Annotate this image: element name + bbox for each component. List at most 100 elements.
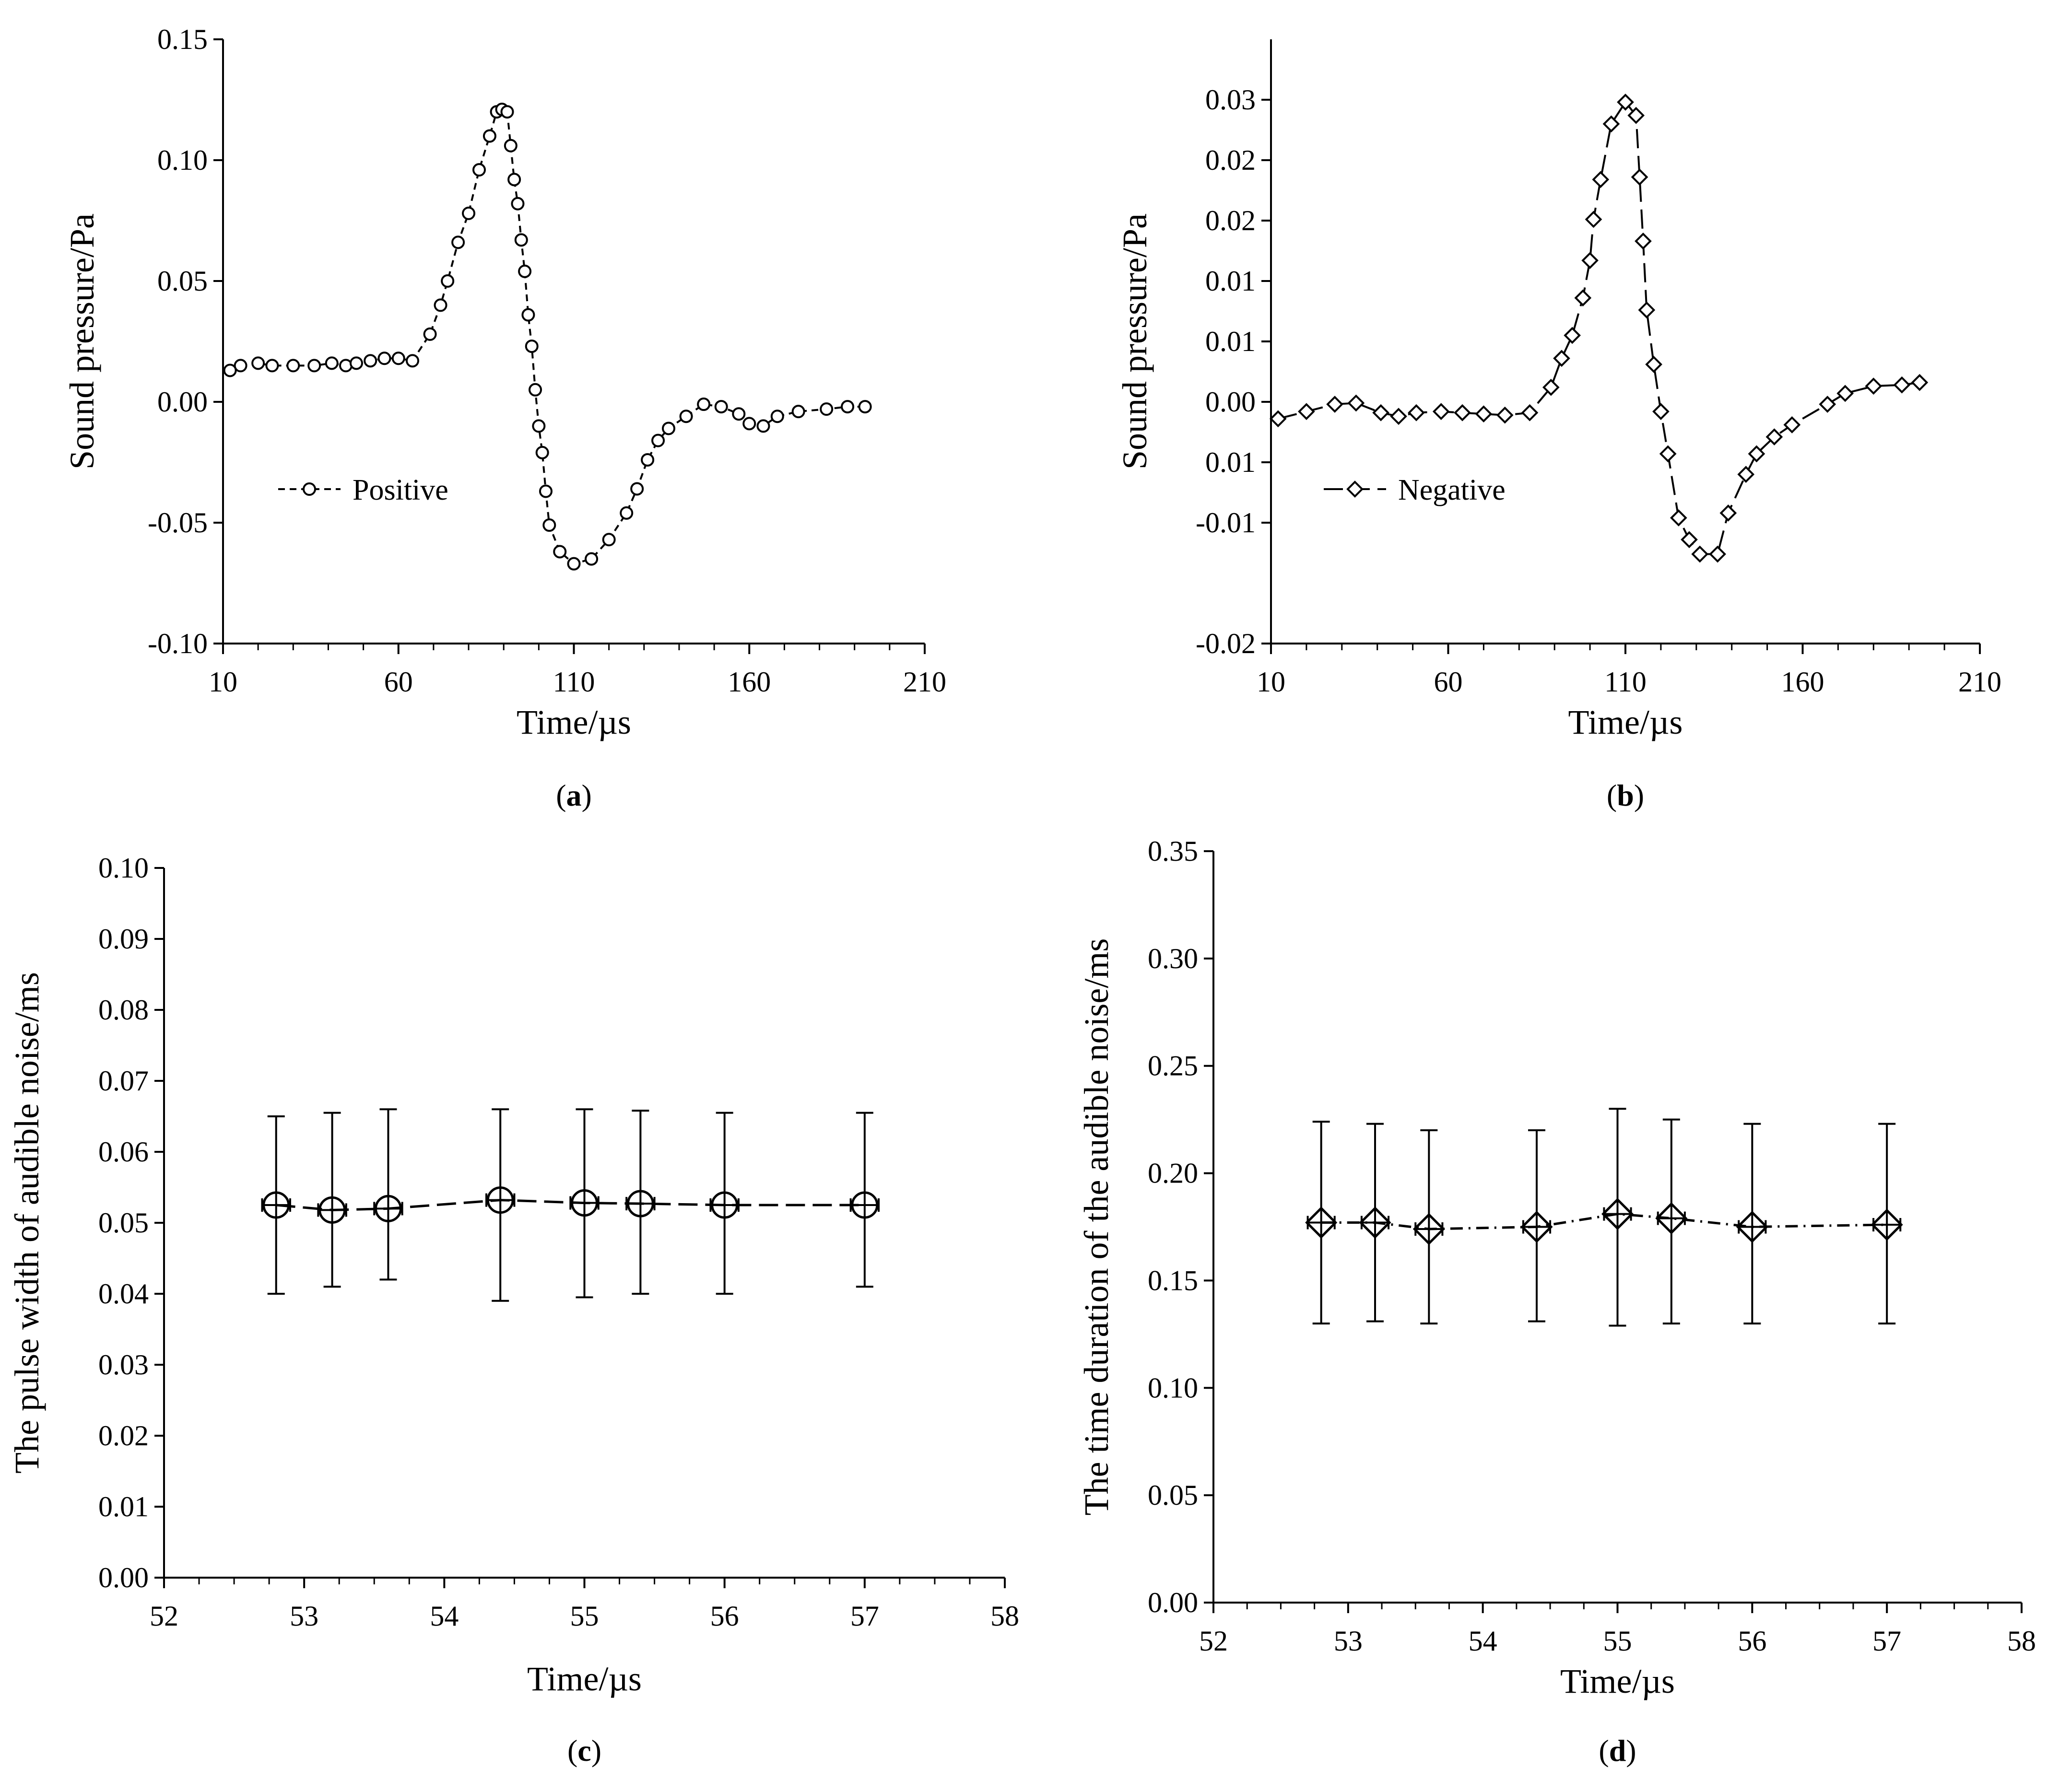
panel-label-letter: c xyxy=(577,1733,591,1768)
data-point xyxy=(1521,404,1539,422)
data-point xyxy=(1691,545,1709,563)
data-point xyxy=(1645,356,1662,373)
data-point xyxy=(511,197,525,211)
x-tick-label: 10 xyxy=(209,666,237,698)
y-tick-label: 0.00 xyxy=(1205,386,1256,418)
data-point xyxy=(626,1190,654,1218)
data-point xyxy=(1326,396,1343,413)
y-tick-label: 0.15 xyxy=(1148,1265,1198,1296)
y-tick-label: 0.08 xyxy=(98,994,149,1026)
data-point xyxy=(1432,403,1450,420)
x-tick-label: 58 xyxy=(990,1600,1019,1632)
data-point xyxy=(1737,466,1755,483)
data-point xyxy=(486,1186,514,1214)
data-point xyxy=(1655,1202,1688,1235)
data-point xyxy=(1670,509,1687,527)
data-point xyxy=(521,308,535,322)
data-point xyxy=(325,356,339,370)
data-point xyxy=(1574,289,1592,307)
y-tick-label: 0.35 xyxy=(1148,835,1198,867)
x-tick-label: 54 xyxy=(1469,1625,1497,1657)
data-point xyxy=(532,419,546,433)
panel-label-close: ) xyxy=(1634,778,1644,812)
data-point xyxy=(1836,385,1854,402)
data-point xyxy=(1748,445,1765,463)
x-tick-label: 210 xyxy=(903,666,946,698)
x-axis-title: Time/µs xyxy=(1568,703,1683,741)
y-tick-label: 0.01 xyxy=(1205,265,1256,297)
x-tick-label: 10 xyxy=(1257,666,1285,698)
panel-label-close: ) xyxy=(591,1733,601,1768)
y-tick-label: 0.15 xyxy=(157,23,208,55)
y-tick-label: 0.01 xyxy=(1205,326,1256,357)
data-point xyxy=(504,139,518,152)
x-tick-label: 210 xyxy=(1958,666,2001,698)
data-point xyxy=(423,327,437,341)
data-point xyxy=(732,407,746,421)
panel-label-open: ( xyxy=(1599,1733,1609,1768)
x-tick-label: 52 xyxy=(1199,1625,1228,1657)
y-tick-label: 0.05 xyxy=(1148,1479,1198,1511)
data-point xyxy=(364,354,377,368)
y-tick-label: 0.09 xyxy=(98,923,149,955)
data-point xyxy=(262,1191,290,1219)
x-tick-label: 110 xyxy=(553,666,595,698)
x-tick-label: 54 xyxy=(430,1600,459,1632)
data-point xyxy=(265,359,279,373)
data-point xyxy=(223,363,237,377)
data-point xyxy=(529,383,542,397)
panel-label: (a) xyxy=(556,778,592,812)
data-point xyxy=(1631,168,1648,186)
data-point xyxy=(1627,106,1645,124)
data-point xyxy=(711,1191,739,1219)
data-point xyxy=(1871,1208,1903,1241)
data-point xyxy=(514,233,528,247)
data-point xyxy=(841,400,855,414)
data-point xyxy=(1638,301,1656,319)
x-tick-label: 60 xyxy=(1434,666,1463,698)
y-tick-label: 0.25 xyxy=(1148,1050,1198,1082)
data-point xyxy=(1372,404,1389,422)
data-point xyxy=(349,356,363,370)
data-point xyxy=(571,1189,598,1217)
data-point xyxy=(651,433,665,447)
series-line xyxy=(1278,100,1920,555)
x-tick-label: 160 xyxy=(1781,666,1824,698)
y-axis-title: The pulse width of audible noise/ms xyxy=(8,972,46,1474)
panel-label-letter: b xyxy=(1617,778,1634,812)
y-tick-label: 0.00 xyxy=(1148,1587,1198,1618)
data-point xyxy=(539,484,553,498)
data-point xyxy=(1412,1213,1445,1245)
data-point xyxy=(1602,115,1620,133)
x-tick-label: 53 xyxy=(1334,1625,1363,1657)
data-point xyxy=(1542,378,1560,396)
x-axis-title: Time/µs xyxy=(1560,1662,1675,1700)
data-point xyxy=(1765,428,1783,445)
data-point xyxy=(507,173,521,187)
data-point xyxy=(391,351,405,365)
data-point xyxy=(1564,327,1581,344)
data-point xyxy=(1408,404,1425,422)
legend-label: Negative xyxy=(1398,474,1506,506)
data-point xyxy=(630,482,644,496)
data-point xyxy=(770,410,784,423)
data-point xyxy=(1783,416,1801,433)
panel-label-letter: a xyxy=(566,778,582,812)
x-tick-label: 110 xyxy=(1604,666,1647,698)
data-point xyxy=(234,359,247,373)
data-point xyxy=(620,506,634,520)
panel-label-close: ) xyxy=(582,778,592,812)
legend-label: Positive xyxy=(353,474,448,506)
data-point xyxy=(472,163,486,177)
data-point xyxy=(1865,377,1883,395)
data-point xyxy=(791,405,805,419)
x-tick-label: 57 xyxy=(1872,1625,1901,1657)
data-point xyxy=(1719,504,1737,522)
panel-label-open: ( xyxy=(567,1733,577,1768)
y-tick-label: 0.02 xyxy=(1205,205,1256,236)
y-tick-label: 0.05 xyxy=(157,265,208,297)
y-axis-title: Sound pressure/Pa xyxy=(63,213,101,469)
y-tick-label: 0.00 xyxy=(98,1562,149,1593)
data-point xyxy=(858,400,872,414)
